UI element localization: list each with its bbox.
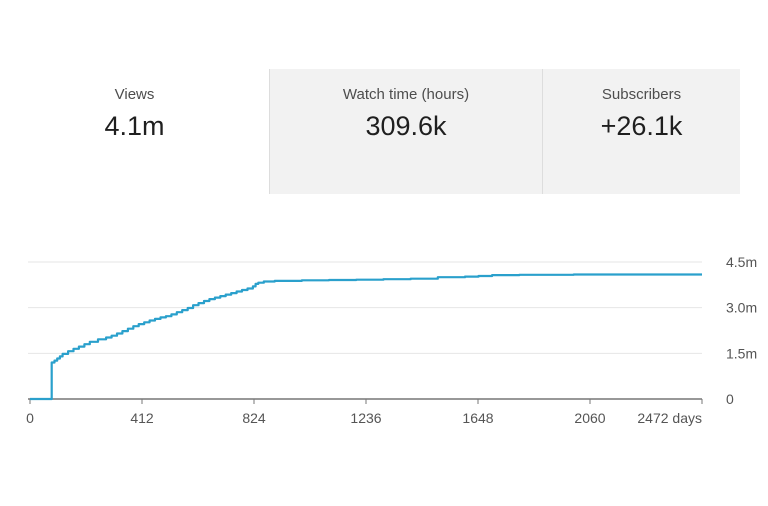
y-tick-label: 1.5m (726, 345, 757, 361)
x-tick-label: 1236 (350, 410, 381, 426)
metric-card-watch-time[interactable]: Watch time (hours) 309.6k (269, 69, 542, 194)
chart-axes (28, 398, 703, 404)
x-tick-label: 1648 (462, 410, 493, 426)
metric-label-subscribers: Subscribers (601, 86, 682, 103)
x-tick-label: 824 (242, 410, 266, 426)
y-tick-label: 3.0m (726, 300, 757, 316)
metric-value-watch-time: 309.6k (365, 111, 447, 141)
metric-value-subscribers: +26.1k (600, 111, 683, 141)
views-line-chart: 0 1.5m 3.0m 4.5m 0 412 824 1236 1648 2060 2472 day… (26, 254, 757, 426)
chart-grid (28, 261, 702, 354)
x-tick-label: 2060 (574, 410, 605, 426)
metric-label-views: Views (114, 86, 155, 103)
x-tick-label: 2472 days (637, 410, 702, 426)
y-tick-label: 4.5m (726, 254, 757, 270)
metric-label-watch-time: Watch time (hours) (342, 86, 470, 103)
x-tick-label: 0 (26, 410, 34, 426)
chart-tick-labels: 0 1.5m 3.0m 4.5m 0 412 824 1236 1648 2060 2472 day… (26, 254, 757, 426)
metric-cards: Views 4.1m Watch time (hours) 309.6k Sub… (0, 69, 740, 194)
series-line-views (30, 273, 702, 401)
metric-value-views: 4.1m (104, 111, 165, 141)
metric-card-views[interactable]: Views 4.1m (0, 69, 269, 194)
chart-series (30, 273, 702, 401)
metric-card-subscribers[interactable]: Subscribers +26.1k (542, 69, 740, 194)
y-tick-label: 0 (726, 391, 734, 407)
x-tick-label: 412 (130, 410, 154, 426)
